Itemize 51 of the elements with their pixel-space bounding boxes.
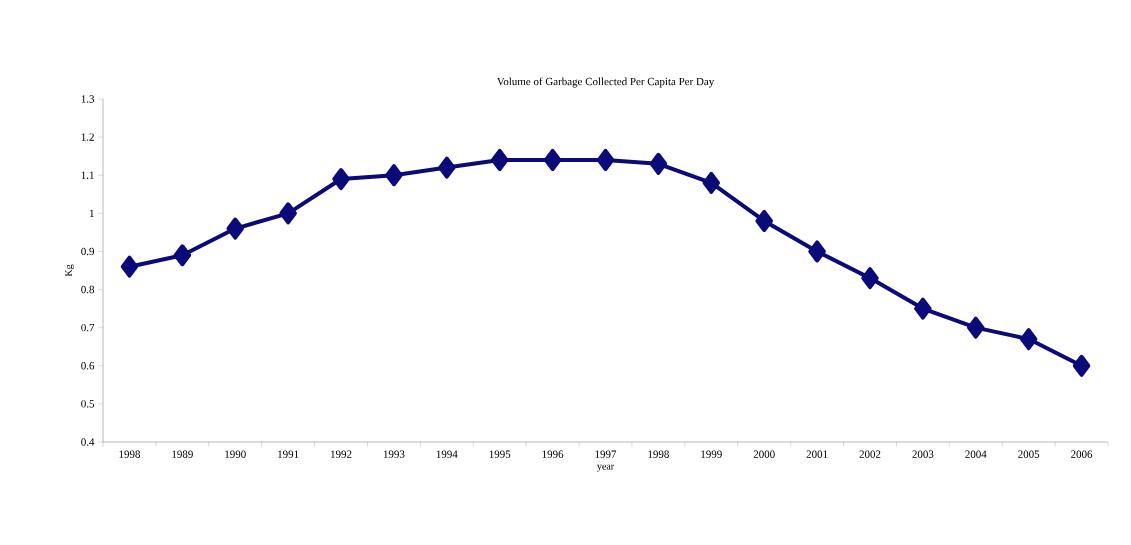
point [967, 316, 985, 339]
y-axis-title: Kg [65, 264, 74, 277]
x-tick-label: 1989 [172, 450, 193, 458]
y-tick-label: 0.5 [81, 400, 95, 408]
x-tick-label: 1998 [648, 450, 669, 458]
x-tick-label: 1998 [119, 450, 140, 458]
x-tick-label: 2003 [912, 450, 934, 458]
point [596, 148, 615, 171]
x-tick-label: 1996 [542, 450, 564, 458]
x-tick-label: 2005 [1018, 450, 1040, 458]
point [385, 164, 403, 187]
x-tick-label: 1995 [489, 450, 511, 458]
x-tick-label: 2006 [1071, 450, 1093, 458]
point [1072, 354, 1091, 377]
point [226, 217, 244, 240]
point [1019, 328, 1038, 351]
y-tick-label: 1 [89, 209, 94, 217]
point [173, 244, 192, 267]
point [755, 209, 773, 232]
x-tick-label: 1993 [383, 450, 405, 458]
x-tick-label: 2001 [806, 450, 828, 458]
point [120, 255, 139, 278]
point [649, 152, 668, 175]
y-tick-label: 1.3 [81, 95, 95, 103]
x-tick-label: 1990 [225, 450, 246, 458]
y-tick-label: 0.4 [81, 438, 95, 446]
point [490, 148, 509, 171]
x-tick-label: 1999 [701, 450, 722, 458]
y-tick-label: 1.2 [81, 133, 94, 141]
x-axis-title: year [597, 464, 614, 472]
point [332, 168, 350, 191]
chart-title: Volume of Garbage Collected Per Capita Per Day [496, 77, 715, 88]
point [543, 148, 562, 171]
y-tick-label: 0.8 [81, 285, 95, 294]
point [808, 240, 826, 263]
y-tick-label: 0.9 [81, 247, 95, 256]
point [702, 171, 721, 194]
x-tick-label: 1997 [595, 450, 617, 458]
point [438, 156, 456, 179]
x-tick-label: 2002 [859, 450, 881, 458]
x-tick-label: 2004 [965, 450, 987, 458]
x-tick-label: 1991 [278, 450, 299, 458]
y-tick-label: 1.1 [81, 171, 94, 179]
point [279, 202, 297, 225]
x-tick-label: 2000 [753, 450, 775, 458]
point [861, 267, 879, 290]
y-tick-label: 0.7 [81, 323, 95, 332]
x-tick-label: 1992 [331, 450, 352, 458]
x-tick-label: 1994 [436, 450, 458, 458]
point [914, 297, 932, 320]
y-tick-label: 0.6 [81, 362, 95, 370]
